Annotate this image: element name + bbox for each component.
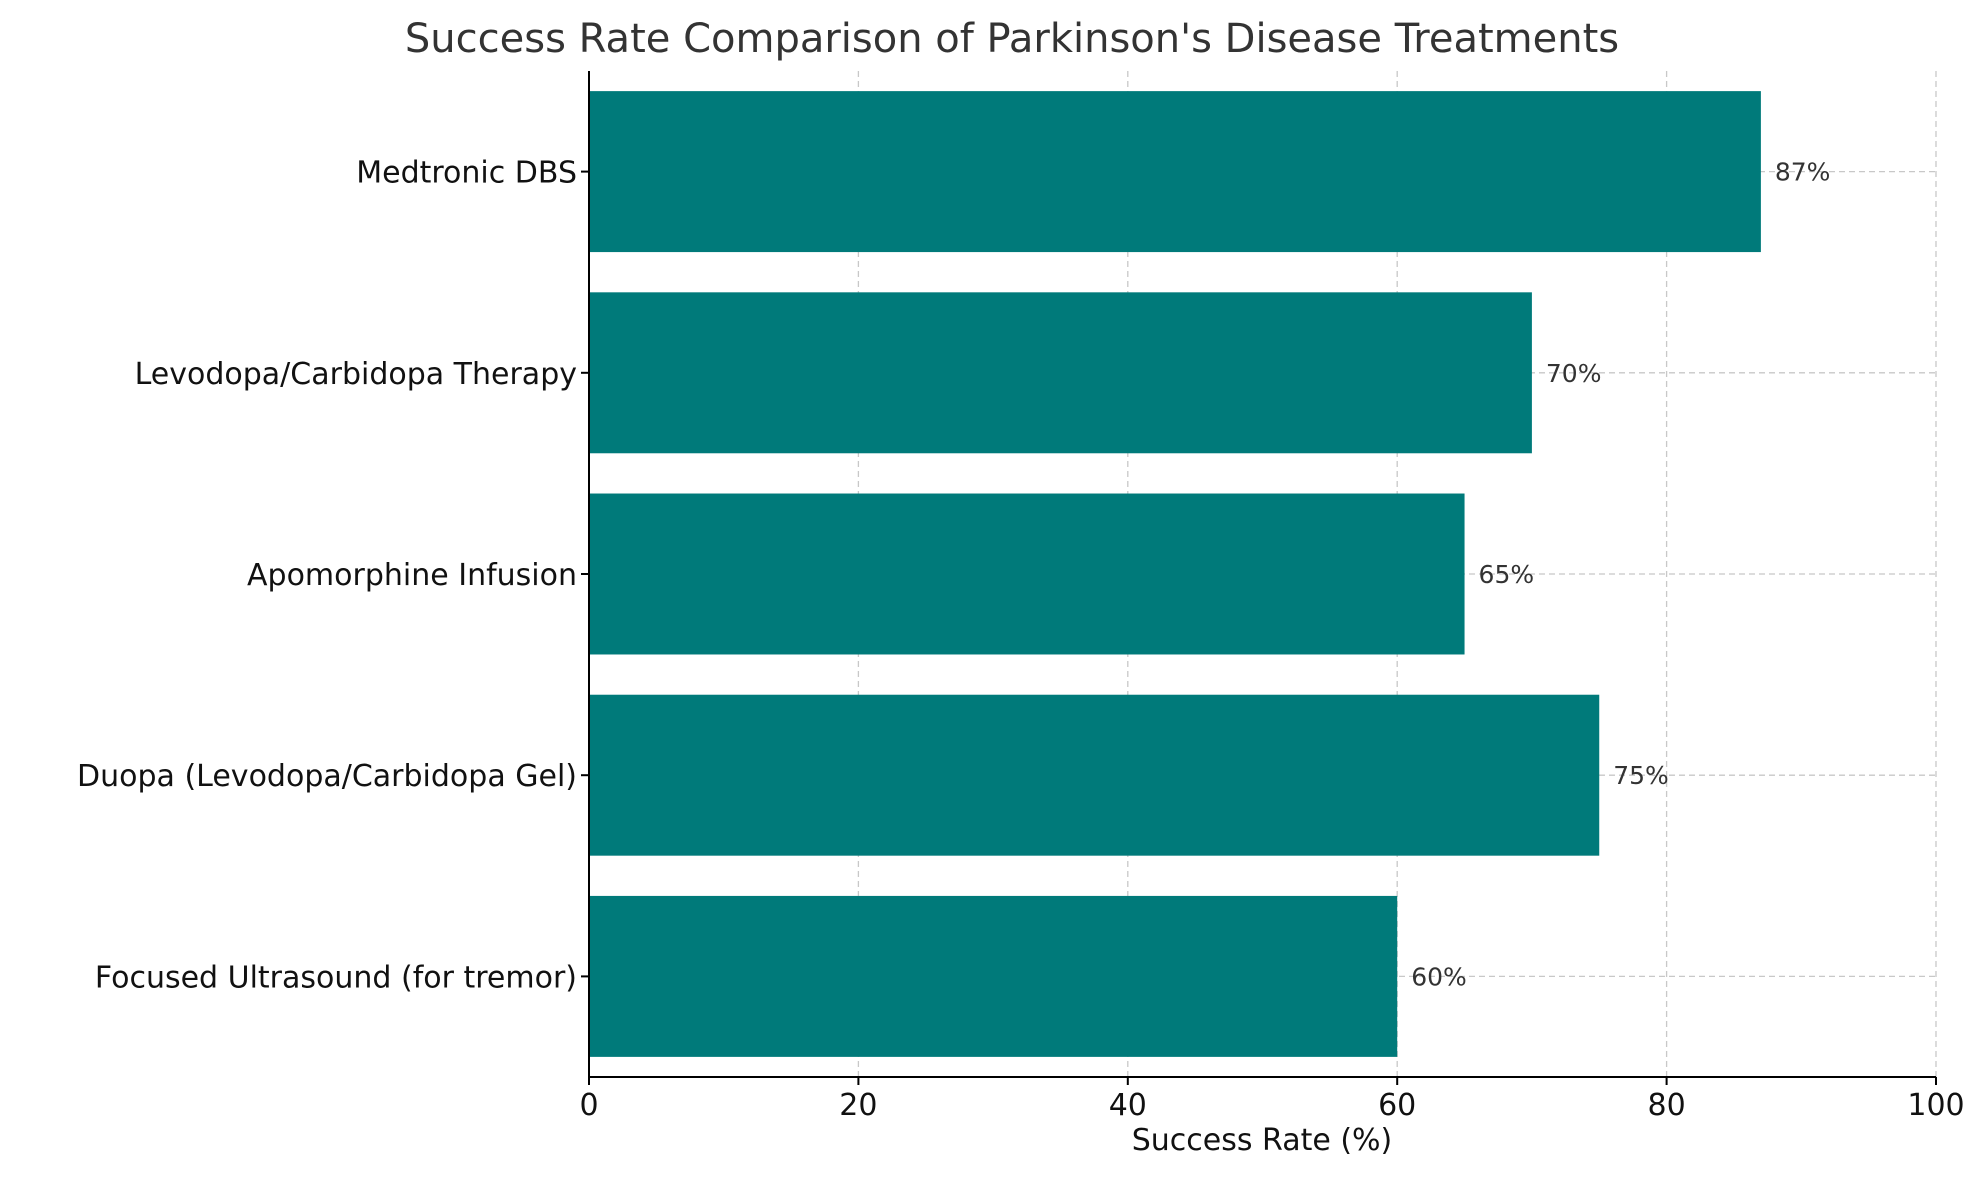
category-label: Medtronic DBS — [356, 156, 577, 191]
x-tick-label: 0 — [579, 1088, 598, 1123]
bar — [589, 895, 1398, 1057]
category-label: Duopa (Levodopa/Carbidopa Gel) — [77, 759, 577, 794]
category-label: Levodopa/Carbidopa Therapy — [135, 357, 577, 392]
data-label: 70% — [1546, 359, 1602, 388]
chart-title: Success Rate Comparison of Parkinson's D… — [405, 16, 1619, 62]
bar-layer — [589, 91, 1761, 1057]
data-label: 75% — [1613, 761, 1669, 790]
category-label: Apomorphine Infusion — [247, 558, 577, 593]
data-label: 65% — [1479, 560, 1535, 589]
axis-layer — [581, 71, 1937, 1085]
category-label: Focused Ultrasound (for tremor) — [95, 960, 577, 995]
x-axis-label: Success Rate (%) — [1132, 1123, 1393, 1158]
bar — [589, 91, 1761, 253]
x-tick-label: 100 — [1907, 1088, 1964, 1123]
x-tick-label: 60 — [1378, 1088, 1416, 1123]
bar — [589, 694, 1600, 856]
bar — [589, 493, 1465, 655]
data-label: 87% — [1775, 158, 1831, 187]
x-tick-label: 20 — [839, 1088, 877, 1123]
bar — [589, 292, 1532, 454]
x-tick-label: 80 — [1648, 1088, 1686, 1123]
x-tick-label: 40 — [1109, 1088, 1147, 1123]
label-layer: 0 20 40 60 80 100 Medtronic DBS 87% Levodopa/Car… — [77, 156, 1965, 1123]
data-label: 60% — [1411, 962, 1467, 991]
